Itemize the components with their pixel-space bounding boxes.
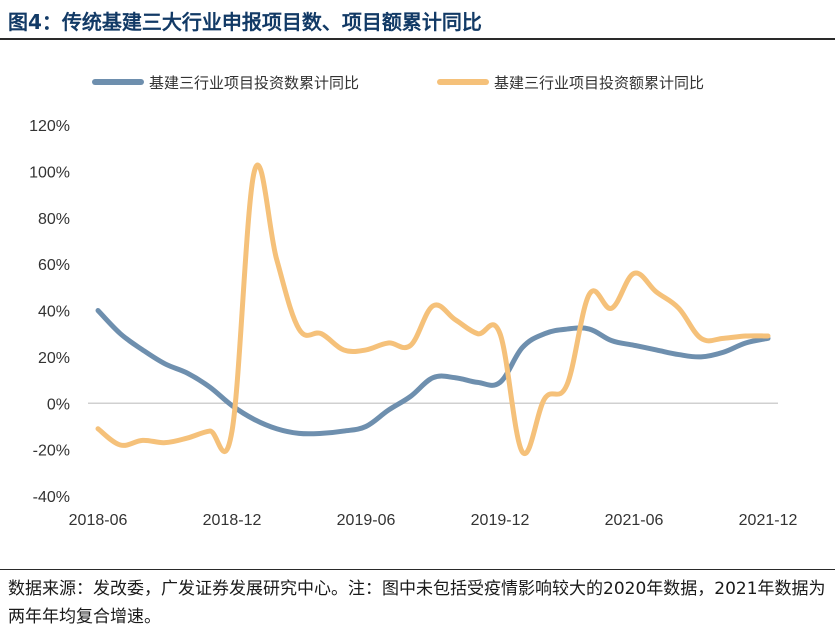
footer-divider bbox=[0, 569, 835, 570]
y-tick-label: 40% bbox=[38, 304, 70, 321]
y-tick-label: -40% bbox=[33, 489, 70, 506]
y-tick-label: 80% bbox=[38, 211, 70, 228]
x-tick-label: 2019-12 bbox=[471, 512, 530, 529]
legend: 基建三行业项目投资数累计同比 基建三行业项目投资额累计同比 bbox=[92, 75, 704, 92]
y-tick-label: 20% bbox=[38, 350, 70, 367]
line-chart: 基建三行业项目投资数累计同比 基建三行业项目投资额累计同比 -40% -20% 0% 2… bbox=[29, 75, 798, 529]
series-lines bbox=[95, 162, 771, 457]
y-tick-label: -20% bbox=[33, 443, 70, 460]
series-line-project-count bbox=[95, 308, 771, 437]
x-axis: 2018-06 2018-12 2019-06 2019-12 2021-06 2021-… bbox=[69, 512, 798, 529]
x-tick-label: 2018-12 bbox=[203, 512, 262, 529]
x-tick-label: 2021-06 bbox=[605, 512, 664, 529]
legend-label: 基建三行业项目投资数累计同比 bbox=[149, 75, 359, 92]
chart-title: 图4：传统基建三大行业申报项目数、项目额累计同比 bbox=[8, 10, 482, 34]
x-tick-label: 2021-12 bbox=[739, 512, 798, 529]
x-tick-label: 2019-06 bbox=[337, 512, 396, 529]
y-tick-label: 60% bbox=[38, 257, 70, 274]
legend-label: 基建三行业项目投资额累计同比 bbox=[494, 75, 704, 92]
y-tick-label: 0% bbox=[47, 396, 70, 413]
title-divider bbox=[0, 38, 835, 40]
x-tick-label: 2018-06 bbox=[69, 512, 128, 529]
y-tick-label: 100% bbox=[29, 164, 70, 181]
y-tick-label: 120% bbox=[29, 118, 70, 135]
source-note: 数据来源：发改委，广发证券发展研究中心。注：图中未包括受疫情影响较大的2020年… bbox=[8, 579, 826, 627]
series-line-project-amount bbox=[95, 162, 771, 457]
y-axis: -40% -20% 0% 20% 40% 60% 80% 100% 120% bbox=[29, 118, 778, 506]
